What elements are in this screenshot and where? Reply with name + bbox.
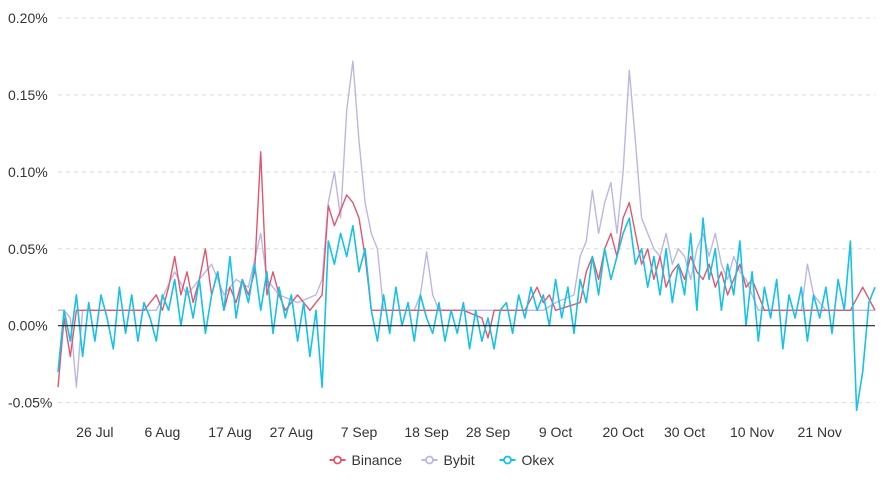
x-tick-label: 27 Aug: [270, 424, 314, 440]
y-tick-label: -0.05%: [8, 395, 52, 411]
legend-label: Binance: [352, 452, 403, 468]
x-tick-label: 30 Oct: [664, 424, 705, 440]
y-tick-label: 0.00%: [8, 318, 48, 334]
y-tick-label: 0.15%: [8, 87, 48, 103]
x-tick-label: 6 Aug: [145, 424, 181, 440]
legend-marker-icon: [503, 455, 512, 465]
x-tick-label: 10 Nov: [730, 424, 774, 440]
x-axis: 26 Jul 6 Aug 17 Aug 27 Aug 7 Sep 18 Sep 28 Sep…: [76, 424, 842, 440]
y-axis: -0.05% 0.00% 0.05% 0.10% 0.15% 0.20%: [8, 10, 52, 411]
x-tick-label: 26 Jul: [76, 424, 113, 440]
legend-item-bybit[interactable]: Bybit: [421, 452, 475, 468]
legend-item-binance[interactable]: Binance: [329, 452, 403, 468]
x-tick-label: 9 Oct: [539, 424, 573, 440]
grid-layer: [58, 17, 875, 404]
x-tick-label: 7 Sep: [341, 424, 378, 440]
series-line-bybit: [58, 60, 875, 388]
y-tick-label: 0.05%: [8, 241, 48, 257]
x-tick-label: 20 Oct: [603, 424, 644, 440]
x-tick-label: 28 Sep: [466, 424, 511, 440]
legend: Binance Bybit Okex: [329, 452, 555, 468]
y-tick-label: 0.10%: [8, 164, 48, 180]
legend-marker-icon: [425, 455, 434, 465]
series-layer: [57, 60, 876, 412]
y-tick-label: 0.20%: [8, 10, 48, 26]
x-tick-label: 18 Sep: [404, 424, 449, 440]
x-tick-label: 21 Nov: [798, 424, 842, 440]
series-line-binance: [57, 151, 876, 388]
legend-marker-icon: [333, 455, 342, 465]
series-line-okex: [57, 217, 876, 412]
legend-label: Bybit: [444, 452, 475, 468]
legend-label: Okex: [522, 452, 555, 468]
x-tick-label: 17 Aug: [208, 424, 252, 440]
legend-item-okex[interactable]: Okex: [499, 452, 555, 468]
